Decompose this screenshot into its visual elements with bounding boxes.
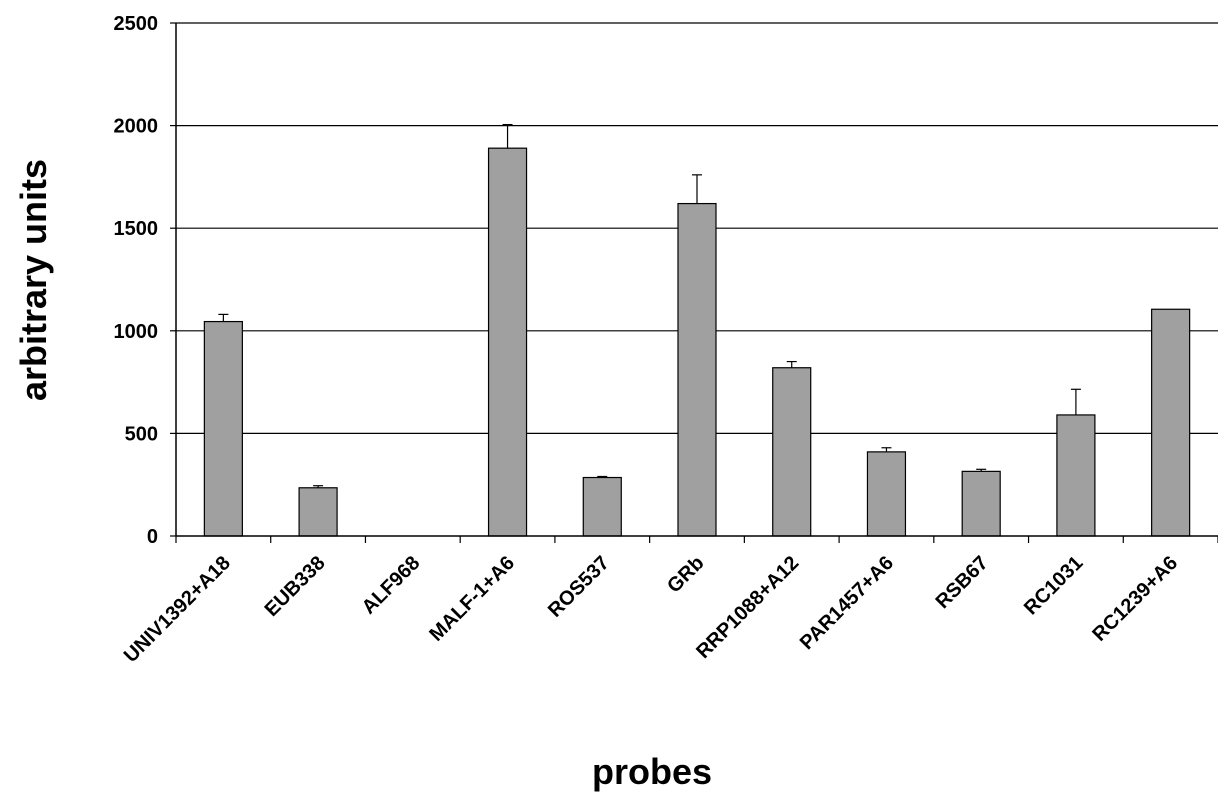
x-tick-label: RSB67 <box>932 552 993 613</box>
bar <box>203 320 243 537</box>
x-tick-label: MALF-1+A6 <box>425 552 519 646</box>
y-tick-label: 500 <box>125 423 158 445</box>
x-tick-label: EUB338 <box>261 552 330 621</box>
y-tick-label: 2000 <box>114 116 159 138</box>
x-tick-label: RRP1088+A12 <box>692 552 803 663</box>
bar <box>582 476 622 537</box>
x-tick-label: UNIV1392+A18 <box>120 552 235 667</box>
x-tick-label: GRb <box>663 552 708 597</box>
x-tick-labels: UNIV1392+A18 EUB338 ALF968 MALF-1+A6 ROS537 G… <box>120 552 1182 667</box>
x-tick-label: RC1239+A6 <box>1088 552 1182 646</box>
y-tick-label: 1500 <box>114 218 159 240</box>
y-tick-label: 0 <box>147 526 158 548</box>
bar <box>487 147 528 537</box>
x-tick-label: ALF968 <box>358 552 425 619</box>
y-axis-title: arbitrary units <box>13 159 54 401</box>
axes <box>170 22 1218 543</box>
y-tick-labels: 0 500 1000 1500 2000 2500 <box>114 13 159 548</box>
bars <box>203 123 1191 537</box>
y-tick-label: 1000 <box>114 321 159 343</box>
x-tick-label: ROS537 <box>544 552 614 622</box>
y-tick-label: 2500 <box>114 13 159 35</box>
bar <box>866 451 907 537</box>
x-axis-title: probes <box>592 751 712 792</box>
bar <box>298 487 338 537</box>
x-tick-label: RC1031 <box>1020 552 1087 619</box>
bar <box>1056 414 1096 537</box>
bar <box>961 470 1001 537</box>
bar <box>1151 308 1191 537</box>
bar <box>772 367 812 537</box>
x-tick-label: PAR1457+A6 <box>796 552 898 654</box>
bar <box>677 202 717 537</box>
